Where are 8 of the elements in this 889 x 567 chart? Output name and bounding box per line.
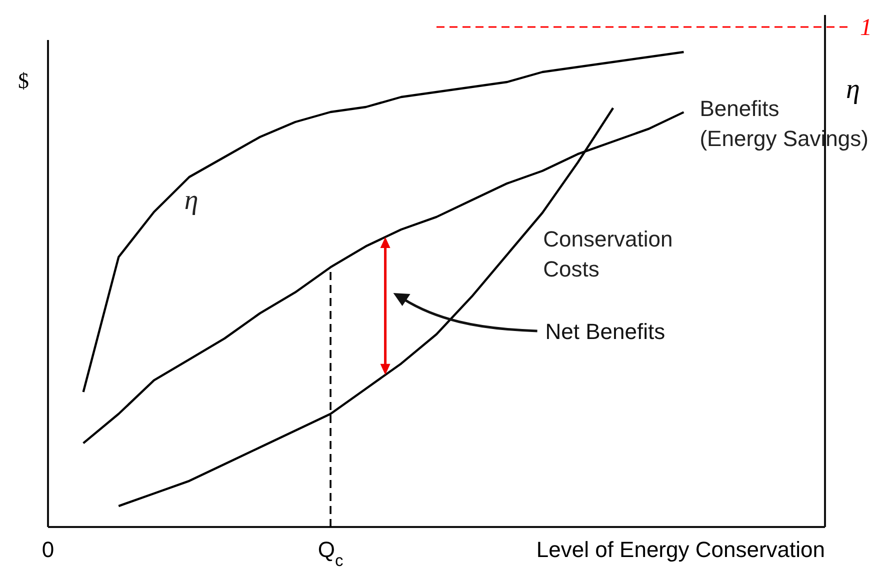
x-tick-label: 0 xyxy=(42,537,54,562)
series-label: Conservation Costs xyxy=(543,226,673,282)
y-axis-title: $ xyxy=(18,68,29,93)
annotation: Net Benefits xyxy=(545,318,666,344)
x-tick-label: Q$_{c}$ xyxy=(318,537,344,567)
x-axis-title: Level of Energy Conservation xyxy=(536,537,825,562)
series-label: η xyxy=(184,185,198,216)
ref-line-label: 1 xyxy=(860,15,872,41)
